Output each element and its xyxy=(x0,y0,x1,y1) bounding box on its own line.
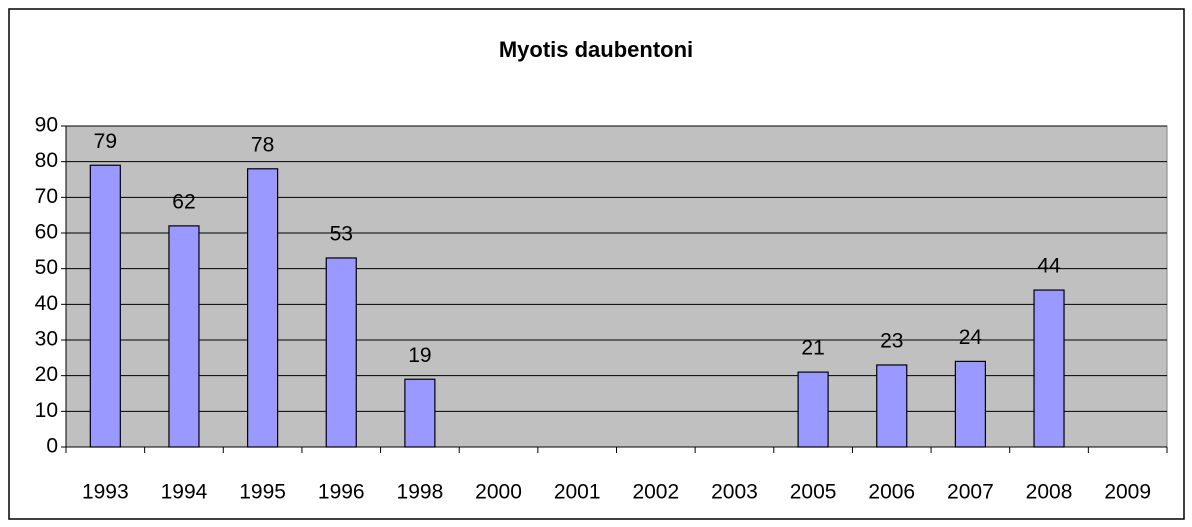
y-tick-label: 40 xyxy=(35,292,58,315)
data-label: 24 xyxy=(959,326,983,349)
chart-title: Myotis daubentoni xyxy=(499,37,693,62)
y-tick-label: 0 xyxy=(46,435,58,458)
y-tick-label: 50 xyxy=(35,256,58,279)
data-label: 53 xyxy=(330,223,353,246)
x-tick-label: 1994 xyxy=(161,481,208,504)
bar xyxy=(954,360,986,448)
y-tick-label: 80 xyxy=(35,149,58,172)
bar xyxy=(797,371,829,448)
x-tick-label: 2003 xyxy=(711,481,758,504)
x-tick-label: 2007 xyxy=(947,481,994,504)
bar xyxy=(325,257,357,448)
data-label: 79 xyxy=(94,130,117,153)
x-tick-label: 1993 xyxy=(82,481,129,504)
y-tick-label: 30 xyxy=(35,328,58,351)
x-tick-label: 2006 xyxy=(868,481,915,504)
x-tick-label: 2001 xyxy=(554,481,601,504)
x-tick-label: 2000 xyxy=(475,481,522,504)
y-tick-label: 70 xyxy=(35,185,58,208)
x-tick-label: 2002 xyxy=(632,481,679,504)
x-tick-label: 1996 xyxy=(318,481,365,504)
bar xyxy=(247,168,279,448)
bar xyxy=(876,364,908,448)
plot-area xyxy=(65,125,1168,448)
data-label: 23 xyxy=(880,330,903,353)
bar xyxy=(89,164,121,448)
y-tick-label: 90 xyxy=(35,114,58,137)
data-label: 21 xyxy=(801,337,824,360)
data-label: 62 xyxy=(172,190,195,213)
x-tick-label: 2009 xyxy=(1104,481,1151,504)
data-label: 19 xyxy=(408,344,431,367)
x-tick-label: 2008 xyxy=(1026,481,1073,504)
y-tick-label: 20 xyxy=(35,363,58,386)
y-tick-label: 60 xyxy=(35,221,58,244)
data-label: 78 xyxy=(251,133,274,156)
x-tick-label: 1995 xyxy=(239,481,286,504)
bar xyxy=(1033,289,1065,448)
bar xyxy=(168,225,200,448)
data-label: 44 xyxy=(1037,255,1061,278)
bar xyxy=(404,378,436,448)
y-tick-label: 10 xyxy=(35,399,58,422)
x-tick-label: 2005 xyxy=(790,481,837,504)
x-tick-label: 1998 xyxy=(397,481,444,504)
